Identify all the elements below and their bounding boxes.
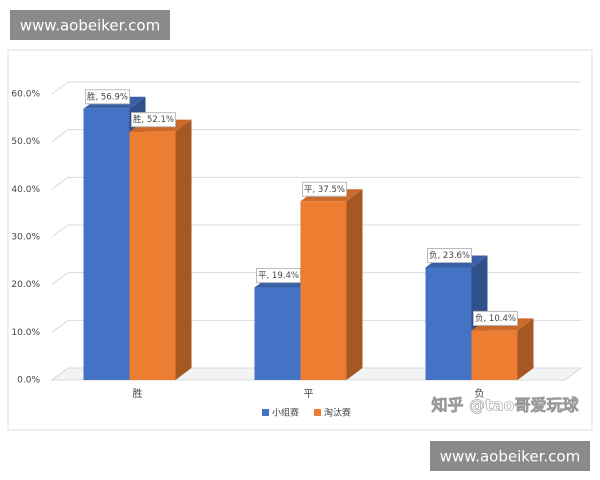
y-tick-label: 50.0% — [11, 137, 40, 147]
y-tick-label: 10.0% — [11, 328, 40, 338]
value-label: 胜, 52.1% — [133, 114, 174, 125]
watermark-box — [10, 10, 170, 40]
value-label-box — [427, 248, 472, 264]
x-tick-label: 负 — [475, 387, 485, 400]
grid-line-side — [51, 129, 69, 143]
bar-front — [254, 287, 301, 380]
grid-line-side — [51, 176, 69, 190]
bar — [129, 119, 192, 380]
legend-label: 小组赛 — [272, 407, 299, 419]
y-tick-label: 30.0% — [11, 233, 40, 243]
bar — [471, 318, 534, 380]
x-tick-label: 胜 — [133, 388, 143, 400]
legend-label: 淘汰赛 — [324, 407, 351, 419]
y-tick-label: 60.0% — [11, 90, 40, 100]
y-tick-label: 40.0% — [11, 185, 40, 195]
bar — [300, 189, 363, 380]
bar-front — [83, 108, 130, 380]
bar-front — [300, 201, 347, 380]
value-label: 负, 10.4% — [475, 313, 516, 324]
grid-line-side — [51, 319, 69, 333]
watermark-box — [430, 441, 590, 471]
value-label: 平, 19.4% — [258, 271, 299, 281]
x-tick-label: 平 — [304, 389, 314, 400]
grid-line-side — [51, 272, 69, 286]
value-label: 负, 23.6% — [429, 250, 470, 261]
watermark: www.aobeiker.com — [20, 17, 160, 35]
value-label: 胜, 56.9% — [87, 91, 128, 102]
value-label: 平, 37.5% — [304, 185, 345, 195]
value-label-box — [473, 310, 518, 326]
bar-front — [129, 131, 176, 380]
grid-line-side — [51, 81, 69, 95]
grid-line-side — [51, 224, 69, 238]
value-label-box — [85, 89, 130, 105]
watermark: www.aobeiker.com — [440, 448, 580, 466]
legend-swatch — [262, 409, 269, 416]
credit: 知乎 @tao哥爱玩球 — [431, 396, 579, 415]
value-label-box — [302, 181, 347, 197]
bar-front — [425, 267, 472, 380]
y-tick-label: 20.0% — [11, 280, 40, 290]
grid-line — [51, 81, 581, 95]
legend-swatch — [314, 409, 321, 416]
bar-side — [175, 119, 192, 380]
bar-side — [346, 189, 363, 380]
bar-side — [517, 318, 534, 380]
y-tick-label: 0.0% — [17, 376, 40, 386]
bar-front — [471, 330, 518, 380]
value-label-box — [131, 112, 176, 128]
